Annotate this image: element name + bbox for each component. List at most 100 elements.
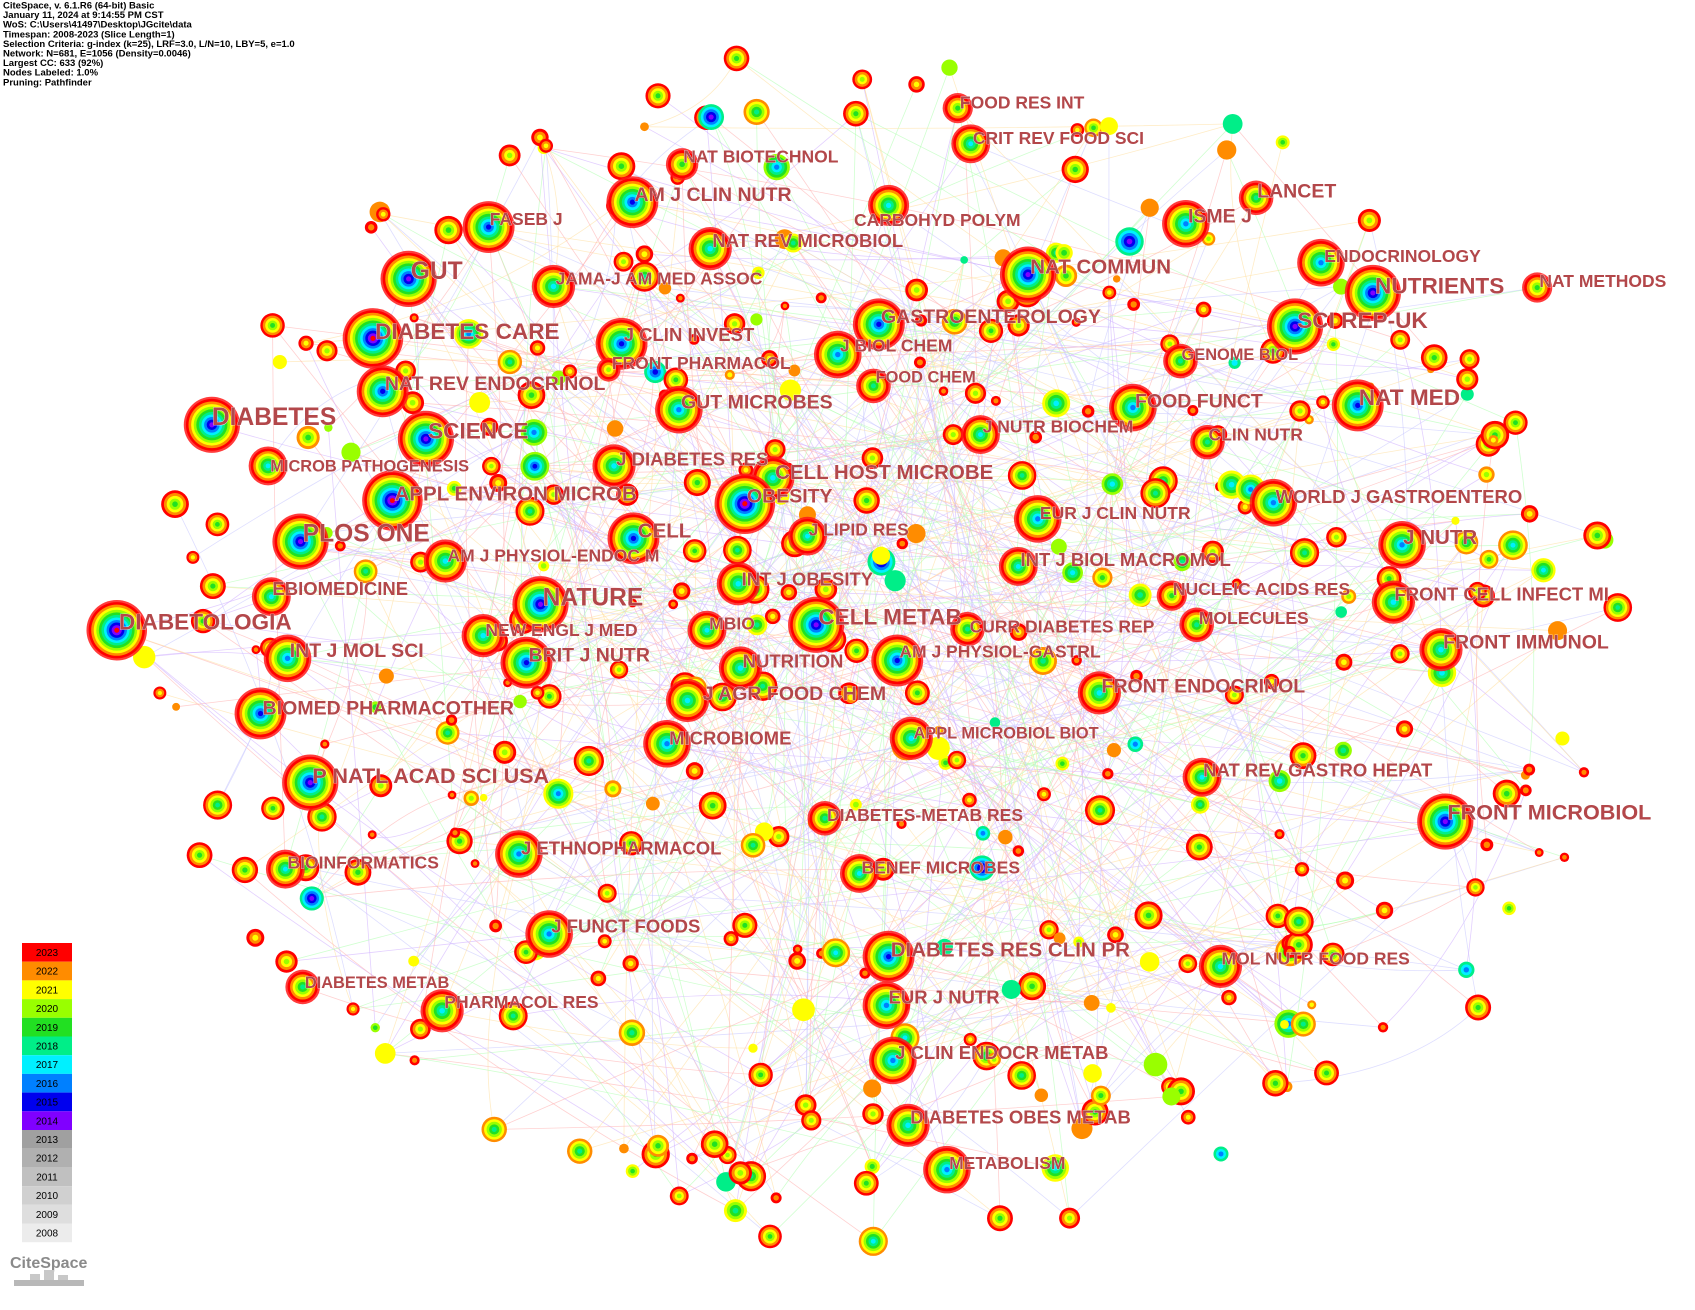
node bbox=[374, 1043, 396, 1064]
node-ring bbox=[1084, 408, 1092, 415]
node-ring bbox=[818, 295, 824, 301]
node-label: BIOINFORMATICS bbox=[288, 852, 439, 872]
node-label: DIABETES METAB bbox=[305, 974, 450, 992]
node-ring bbox=[628, 840, 634, 846]
node-label: J CLIN INVEST bbox=[624, 324, 755, 345]
node-ring bbox=[363, 568, 369, 574]
node-ring bbox=[1483, 471, 1490, 478]
node-ring bbox=[1074, 657, 1080, 664]
node-ring bbox=[755, 269, 762, 277]
logo-bar bbox=[44, 1270, 54, 1280]
node-ring bbox=[523, 660, 530, 666]
node-ring bbox=[1097, 807, 1103, 813]
node-ring bbox=[270, 805, 276, 811]
edge bbox=[907, 660, 1044, 1126]
node-ring bbox=[1483, 841, 1491, 849]
edge bbox=[549, 867, 983, 935]
node-ring bbox=[507, 359, 513, 365]
node-label: EBIOMEDICINE bbox=[272, 578, 408, 599]
node-label: J DIABETES RES bbox=[616, 448, 768, 469]
node-ring bbox=[742, 501, 748, 507]
node-ring bbox=[1272, 1080, 1279, 1086]
edge bbox=[745, 358, 779, 471]
node-label: CELL bbox=[638, 519, 692, 542]
node bbox=[998, 829, 1013, 845]
edge bbox=[1199, 542, 1467, 848]
node-ring bbox=[1029, 983, 1035, 990]
edge bbox=[365, 570, 508, 683]
edge bbox=[487, 853, 520, 1130]
edge bbox=[750, 544, 1403, 1177]
node-ring bbox=[412, 1057, 418, 1063]
node-ring bbox=[282, 866, 288, 872]
node bbox=[872, 546, 891, 565]
node-ring bbox=[1137, 592, 1144, 598]
node bbox=[1222, 114, 1243, 134]
node-ring bbox=[1390, 599, 1397, 605]
node-ring bbox=[1275, 913, 1281, 919]
node-ring bbox=[534, 345, 541, 351]
edge bbox=[296, 547, 680, 1197]
edges bbox=[116, 58, 1618, 1242]
edge bbox=[420, 395, 532, 1030]
node-label: FRONT PHARMACOL bbox=[612, 353, 791, 373]
edge bbox=[865, 611, 1342, 1184]
edge bbox=[535, 631, 1019, 951]
node bbox=[341, 442, 361, 462]
node bbox=[378, 668, 394, 684]
node-ring bbox=[369, 832, 375, 837]
node-ring bbox=[859, 76, 865, 82]
node-ring bbox=[822, 586, 829, 593]
edge bbox=[788, 591, 1345, 663]
node-ring bbox=[1463, 967, 1470, 973]
node-label: METABOLISM bbox=[949, 1153, 1065, 1173]
edge bbox=[448, 229, 1288, 1087]
edge bbox=[199, 854, 656, 1155]
edge bbox=[630, 963, 1304, 1025]
node-ring bbox=[1346, 593, 1352, 599]
node-label: DIABETES bbox=[212, 404, 336, 431]
node-ring bbox=[731, 321, 738, 327]
node-ring bbox=[1442, 818, 1448, 825]
edge bbox=[980, 434, 1221, 487]
edge bbox=[855, 550, 1393, 805]
node-ring bbox=[1306, 417, 1312, 422]
edge bbox=[873, 385, 1083, 1129]
node-ring bbox=[1231, 692, 1237, 698]
node-label: MOL NUTR FOOD RES bbox=[1222, 949, 1410, 969]
node-ring bbox=[1270, 348, 1276, 354]
edge bbox=[474, 863, 728, 1156]
node-label: DIABETOLOGIA bbox=[119, 610, 292, 635]
node-ring bbox=[1486, 557, 1492, 562]
edge bbox=[824, 595, 1484, 819]
node-ring bbox=[1615, 605, 1621, 610]
node-ring bbox=[1269, 678, 1275, 685]
node-ring bbox=[630, 1168, 635, 1174]
edge bbox=[772, 477, 1291, 944]
node-ring bbox=[689, 1155, 695, 1162]
edge bbox=[488, 226, 1077, 323]
node bbox=[941, 59, 958, 76]
edge bbox=[1279, 769, 1530, 835]
node-ring bbox=[337, 543, 343, 549]
node-ring bbox=[694, 479, 700, 486]
node-label: FASEB J bbox=[490, 209, 563, 229]
edge bbox=[1055, 403, 1137, 677]
edge bbox=[116, 629, 1171, 1087]
node-label: MBIO bbox=[709, 613, 755, 633]
edge bbox=[1399, 339, 1442, 650]
edge bbox=[144, 242, 794, 658]
node-ring bbox=[537, 601, 544, 607]
node-ring bbox=[1526, 766, 1533, 773]
edge bbox=[855, 113, 1093, 1004]
legend-year: 2020 bbox=[36, 1004, 59, 1015]
node-ring bbox=[629, 199, 636, 205]
node-ring bbox=[157, 690, 163, 696]
edge bbox=[144, 616, 773, 658]
legend-swatch bbox=[22, 1092, 72, 1112]
edge bbox=[385, 1053, 1056, 1169]
node bbox=[936, 938, 954, 956]
node-ring bbox=[876, 321, 882, 327]
node-ring bbox=[1286, 948, 1293, 955]
node-ring bbox=[1438, 646, 1444, 653]
